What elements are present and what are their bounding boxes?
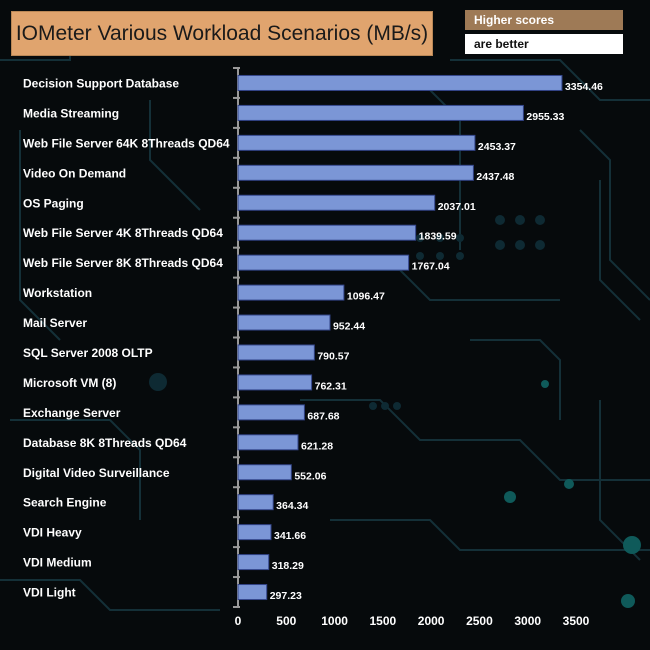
bar [237, 434, 299, 451]
category-label: Decision Support Database [23, 76, 179, 90]
bar-value-label: 1767.04 [412, 261, 450, 273]
bar-value-label: 952.44 [333, 321, 365, 333]
x-tick-label: 2000 [418, 614, 445, 628]
bar-value-label: 1096.47 [347, 291, 385, 303]
bar [237, 344, 315, 361]
category-label: Web File Server 4K 8Threads QD64 [23, 226, 223, 240]
bar-value-label: 2037.01 [438, 201, 476, 213]
bar [237, 374, 313, 391]
category-label: Microsoft VM (8) [23, 376, 116, 390]
bar-value-label: 341.66 [274, 530, 306, 542]
category-label: OS Paging [23, 196, 84, 210]
bar [237, 314, 331, 331]
higher-scores-note: Higher scores [465, 10, 623, 30]
bar [237, 554, 270, 571]
x-tick-label: 1500 [370, 614, 397, 628]
bar-value-label: 552.06 [294, 470, 326, 482]
chart-title: IOMeter Various Workload Scenarios (MB/s… [11, 11, 433, 56]
category-label: Search Engine [23, 496, 107, 510]
category-label: Video On Demand [23, 166, 126, 180]
category-label: Web File Server 8K 8Threads QD64 [23, 256, 223, 270]
bar [237, 134, 476, 151]
x-tick-label: 3500 [563, 614, 590, 628]
bar [237, 254, 410, 271]
category-label: VDI Medium [23, 556, 92, 570]
bar-value-label: 1839.59 [419, 231, 457, 243]
bar [237, 284, 345, 301]
category-label: VDI Light [23, 586, 76, 600]
bar-value-label: 297.23 [270, 590, 302, 602]
are-better-note: are better [465, 34, 623, 54]
bar [237, 224, 417, 241]
bar-value-label: 3354.46 [565, 81, 603, 93]
x-tick-label: 3000 [514, 614, 541, 628]
x-tick-label: 1000 [321, 614, 348, 628]
bar-value-label: 621.28 [301, 440, 333, 452]
bar-value-label: 364.34 [276, 500, 308, 512]
bar-value-label: 318.29 [272, 560, 304, 572]
category-label: Digital Video Surveillance [23, 466, 170, 480]
bar-value-label: 2453.37 [478, 141, 516, 153]
bar [237, 464, 292, 481]
bar [237, 74, 563, 91]
category-label: Exchange Server [23, 406, 121, 420]
category-label: Web File Server 64K 8Threads QD64 [23, 136, 230, 150]
bar-value-label: 2437.48 [476, 171, 514, 183]
bar-value-label: 790.57 [317, 350, 349, 362]
bar-value-label: 2955.33 [526, 111, 564, 123]
bar [237, 104, 524, 121]
category-label: Media Streaming [23, 106, 119, 120]
x-tick-label: 2500 [466, 614, 493, 628]
category-label: VDI Heavy [23, 526, 82, 540]
bar [237, 194, 436, 211]
bar-value-label: 762.31 [315, 380, 347, 392]
bar [237, 494, 274, 511]
bar [237, 164, 474, 181]
bar-value-label: 687.68 [307, 410, 339, 422]
category-label: Workstation [23, 286, 92, 300]
bar [237, 524, 272, 541]
bar [237, 584, 268, 601]
x-tick-label: 500 [276, 614, 296, 628]
category-label: Mail Server [23, 316, 87, 330]
category-label: SQL Server 2008 OLTP [23, 346, 153, 360]
bar [237, 404, 305, 421]
category-label: Database 8K 8Threads QD64 [23, 436, 187, 450]
x-tick-label: 0 [235, 614, 242, 628]
